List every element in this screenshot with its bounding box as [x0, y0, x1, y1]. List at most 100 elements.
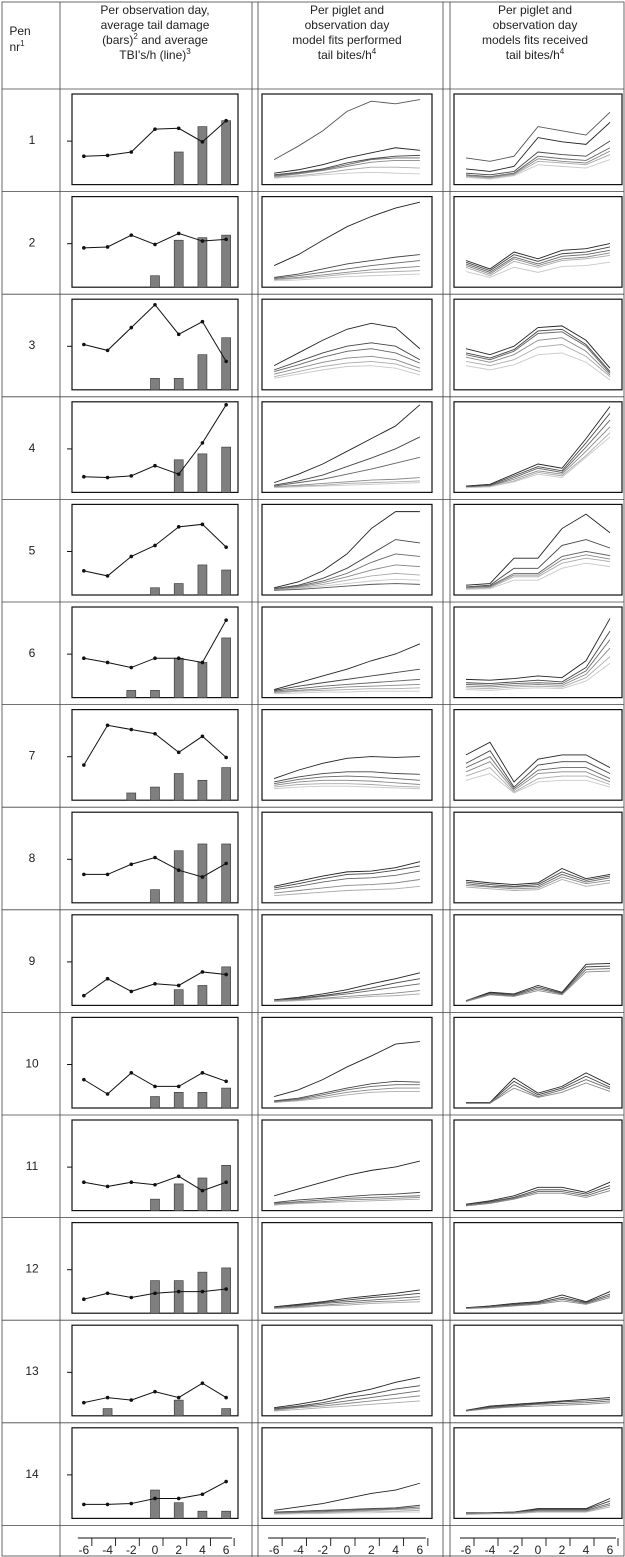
model-fit-line	[465, 557, 611, 590]
tbi-point	[200, 1188, 205, 1193]
model-fit-line	[274, 861, 420, 887]
model-fit-line	[465, 773, 611, 794]
received-panel	[453, 503, 623, 596]
model-fit-line	[465, 426, 611, 489]
tbi-point	[200, 522, 205, 527]
model-fit-line	[465, 159, 611, 180]
model-fit-line	[273, 404, 421, 484]
model-fit-line	[274, 1289, 420, 1308]
damage-bar	[173, 657, 184, 698]
tbi-point	[82, 1077, 86, 1082]
model-fit-line	[274, 157, 420, 177]
model-fit-line	[274, 1482, 420, 1511]
x-tick-label: -4	[485, 1543, 496, 1557]
model-fit-line	[465, 554, 611, 589]
model-fit-line	[465, 154, 611, 179]
damage-bar	[102, 1408, 113, 1417]
model-fit-line	[465, 867, 611, 886]
tbi-point	[200, 319, 205, 324]
performed-panel	[261, 811, 433, 904]
damage-panel	[67, 1016, 239, 1109]
model-fit-line	[465, 539, 611, 588]
tbi-point	[224, 1479, 228, 1484]
damage-bar	[173, 989, 184, 1006]
model-fit-line	[274, 1506, 420, 1514]
model-fit-line	[274, 643, 421, 690]
model-fit-line	[274, 885, 420, 897]
model-fit-line	[274, 365, 420, 379]
model-fit-line	[465, 879, 611, 891]
tbi-point	[105, 723, 110, 728]
pen-number: 2	[29, 236, 36, 250]
panel-border	[71, 606, 239, 699]
model-fit-line	[274, 1080, 420, 1102]
tbi-point	[200, 970, 205, 974]
pen-row-1: 1	[2, 93, 624, 193]
performed-panel	[261, 1324, 433, 1417]
x-tick-label: -4	[293, 1543, 304, 1557]
model-fit-line	[465, 325, 611, 369]
damage-bar	[150, 690, 160, 698]
damage-bar	[221, 1510, 231, 1519]
model-fit-line	[465, 639, 611, 686]
damage-bar	[197, 843, 208, 904]
damage-bar	[150, 1096, 160, 1109]
model-fit-line	[465, 352, 611, 381]
pen-number: 5	[29, 543, 36, 557]
model-fit-line	[465, 750, 611, 788]
model-fit-line	[465, 1190, 611, 1207]
model-fit-line	[274, 993, 420, 1003]
damage-bar	[173, 850, 184, 904]
damage-bar	[197, 779, 208, 801]
tbi-point	[200, 1492, 205, 1497]
model-fit-line	[274, 779, 420, 786]
model-fit-line	[274, 1511, 420, 1516]
received-panel	[453, 1221, 623, 1314]
tbi-point	[82, 763, 86, 767]
model-fit-line	[274, 1395, 420, 1411]
tbi-point	[200, 140, 205, 144]
x-tick-label: 4	[392, 1543, 399, 1557]
tbi-point	[224, 1079, 228, 1084]
model-fit-line	[274, 539, 420, 590]
panel-border	[71, 1016, 239, 1109]
model-fit-line	[465, 1506, 611, 1516]
damage-panel	[67, 811, 239, 904]
tbi-point	[153, 1389, 157, 1394]
panel-border	[453, 93, 623, 186]
tbi-point	[129, 727, 134, 732]
tbi-point	[82, 474, 86, 479]
model-fit-line	[465, 406, 611, 487]
header-col3-line1: Per piglet and	[498, 3, 572, 17]
damage-bar	[150, 1280, 160, 1314]
model-fit-line	[274, 265, 420, 280]
model-fit-line	[465, 150, 611, 178]
damage-bar	[173, 1183, 184, 1211]
tbi-point	[105, 1184, 110, 1189]
panel-border	[261, 298, 433, 391]
model-fit-line	[274, 972, 420, 1001]
pen-row-12: 12	[2, 1221, 624, 1321]
model-fit-line	[465, 243, 611, 270]
tbi-point	[105, 153, 110, 158]
header-col1-line1: Per observation day,	[100, 3, 209, 17]
x-axis-3: -6 -4 -2 0 2 4 6	[460, 1537, 619, 1557]
x-axis-row: -6 -4 -2 0 2 4 6 -6 -4 -2 0 2 4 6 -6 -4 -2 0 2 4 6	[77, 1537, 619, 1557]
model-fit-line	[274, 166, 420, 178]
model-fit-line	[274, 678, 420, 692]
x-axis-2: -6 -4 -2 0 2 4 6	[268, 1537, 429, 1557]
damage-bar	[221, 446, 231, 493]
tbi-point	[176, 868, 181, 872]
damage-bar	[150, 786, 160, 801]
model-fit-line	[465, 1297, 611, 1309]
header-pen-nr: nr1	[9, 39, 25, 54]
tbi-point	[129, 665, 134, 670]
model-fit-line	[274, 159, 420, 177]
damage-panel	[67, 1427, 239, 1520]
model-fit-line	[465, 328, 611, 372]
performed-panel	[261, 1427, 433, 1520]
performed-panel	[261, 708, 433, 801]
damage-bar	[197, 564, 208, 596]
tbi-point	[153, 731, 157, 736]
damage-bar	[197, 662, 208, 698]
